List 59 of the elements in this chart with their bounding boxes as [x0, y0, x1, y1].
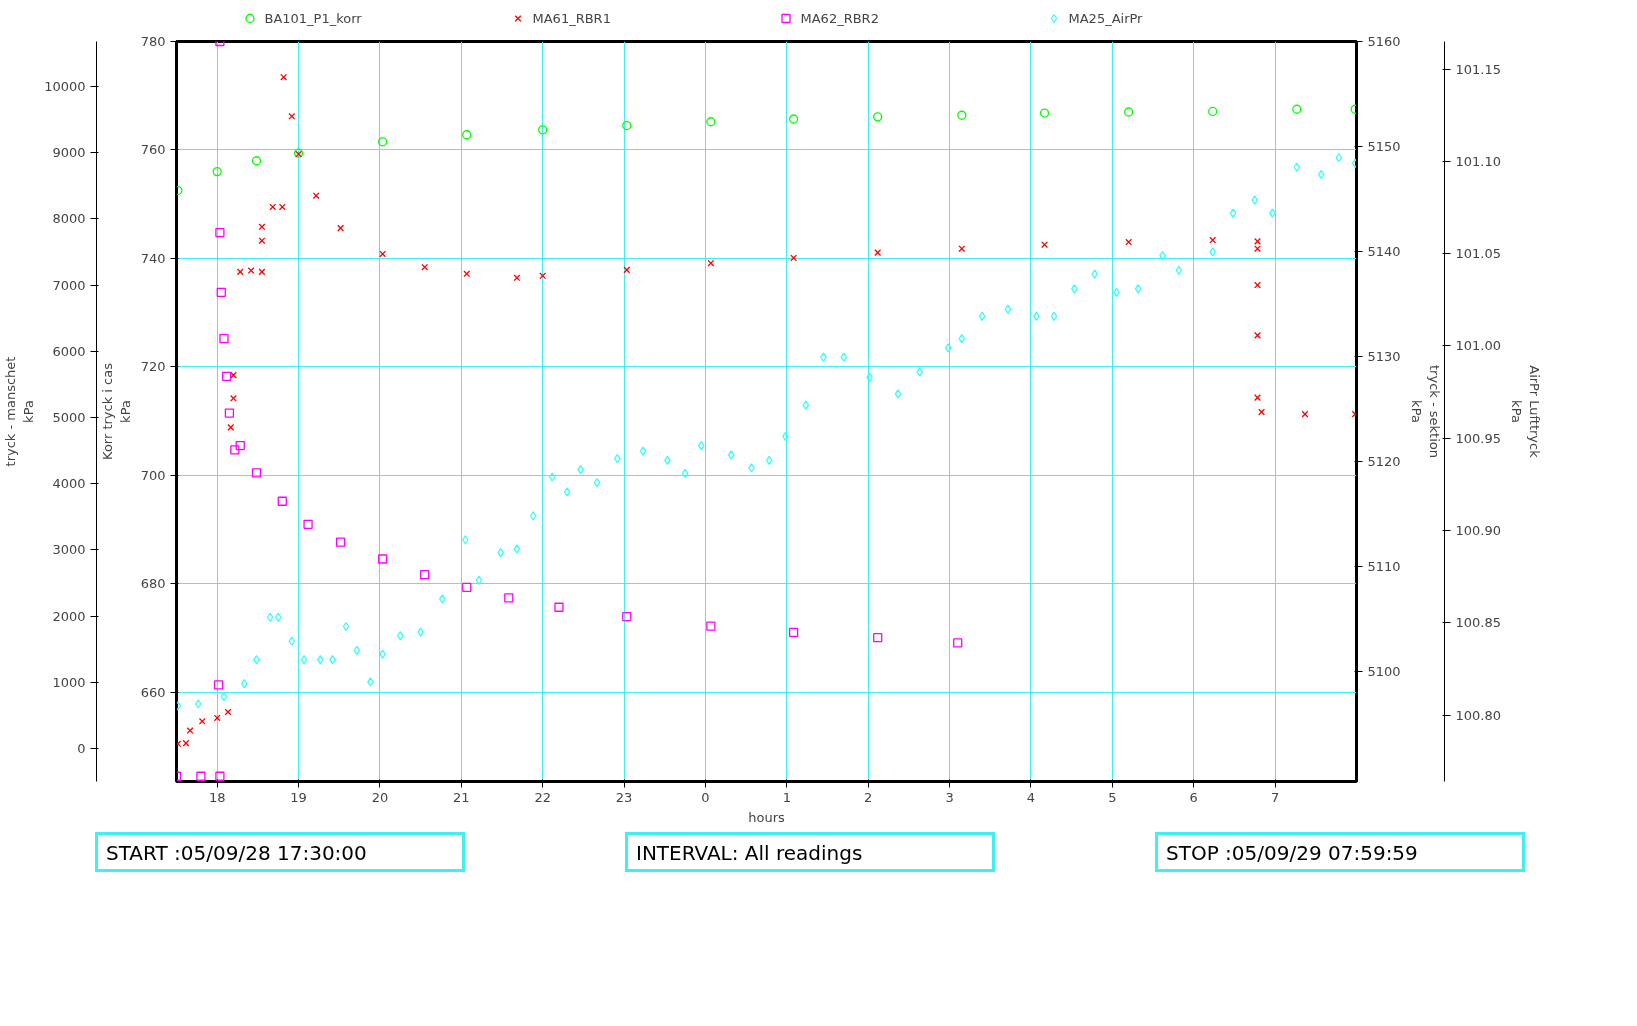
y-tick-label: 680	[140, 576, 166, 592]
y2-tick-label: 6000	[52, 343, 86, 359]
y-tick-label: 100.95	[1455, 430, 1501, 446]
x-tick-label: 22	[534, 789, 551, 805]
y-tick-label: 100.80	[1455, 707, 1501, 723]
y2-tick-label: 7000	[52, 277, 86, 293]
y2-tick-label: 9000	[52, 145, 86, 161]
y2-tick-label: 1000	[52, 674, 86, 690]
y-tick-label: 740	[140, 250, 166, 266]
y-tick-label: 100.90	[1455, 523, 1501, 539]
y2-tick-label: 4000	[52, 476, 86, 492]
y3-tick-label: 5120	[1367, 453, 1401, 469]
legend-label: MA25_AirPr	[1068, 10, 1144, 26]
y2-axis-title: tryck - manschet kPa	[3, 356, 37, 467]
x-tick-label: 4	[1026, 789, 1036, 805]
x-tick-label: 21	[453, 789, 470, 805]
y-axis-title: AirPr Lufttryck kPa	[1508, 365, 1542, 459]
x-tick-label: 20	[371, 789, 389, 805]
y2-tick-label: 10000	[44, 79, 86, 95]
x-tick-label: 7	[1270, 789, 1280, 805]
y3-axis-title: tryck - sektion kPa	[1408, 365, 1442, 458]
x-tick-label: 18	[208, 789, 226, 805]
x-tick-label: 19	[290, 789, 307, 805]
y3-tick-label: 5140	[1367, 243, 1401, 259]
legend-label: MA62_RBR2	[800, 10, 880, 26]
x-tick-label: 1	[782, 789, 791, 805]
legend-label: BA101_P1_korr	[264, 10, 363, 26]
y3-tick-label: 5160	[1367, 34, 1401, 49]
y-tick-label: 760	[140, 142, 166, 158]
y-tick-label: 101.00	[1455, 338, 1501, 354]
text: STOP :05/09/29 07:59:59	[1166, 840, 1418, 867]
text: INTERVAL: All readings	[636, 840, 863, 867]
y-axis-title: Korr tryck i cas kPa	[99, 362, 133, 460]
y2-tick-label: 3000	[52, 542, 86, 558]
y3-tick-label: 5110	[1367, 558, 1401, 574]
y3-tick-label: 5130	[1367, 348, 1401, 364]
y2-tick-label: 8000	[52, 211, 86, 227]
y-tick-label: 700	[140, 467, 166, 483]
text: START :05/09/28 17:30:00	[106, 840, 367, 867]
y-tick-label: 720	[140, 359, 166, 375]
x-tick-label: 6	[1189, 789, 1198, 805]
x-tick-label: 2	[864, 789, 873, 805]
legend-label: MA61_RBR1	[532, 10, 612, 26]
y3-tick-label: 5150	[1367, 138, 1401, 154]
y-tick-label: 780	[140, 34, 166, 49]
y-tick-label: 660	[140, 684, 166, 700]
y-tick-label: 101.15	[1455, 61, 1501, 77]
y2-tick-label: 0	[77, 740, 86, 756]
x-tick-label: 0	[701, 789, 710, 805]
y-tick-label: 101.05	[1455, 246, 1501, 262]
y3-tick-label: 5100	[1367, 663, 1401, 679]
x-tick-label: 3	[945, 789, 954, 805]
x-axis-title: hours	[748, 809, 785, 825]
y2-tick-label: 5000	[52, 409, 86, 425]
y-tick-label: 101.10	[1455, 153, 1501, 169]
y-tick-label: 100.85	[1455, 615, 1501, 631]
y2-tick-label: 2000	[52, 608, 86, 624]
x-tick-label: 23	[615, 789, 633, 805]
x-tick-label: 5	[1108, 789, 1117, 805]
